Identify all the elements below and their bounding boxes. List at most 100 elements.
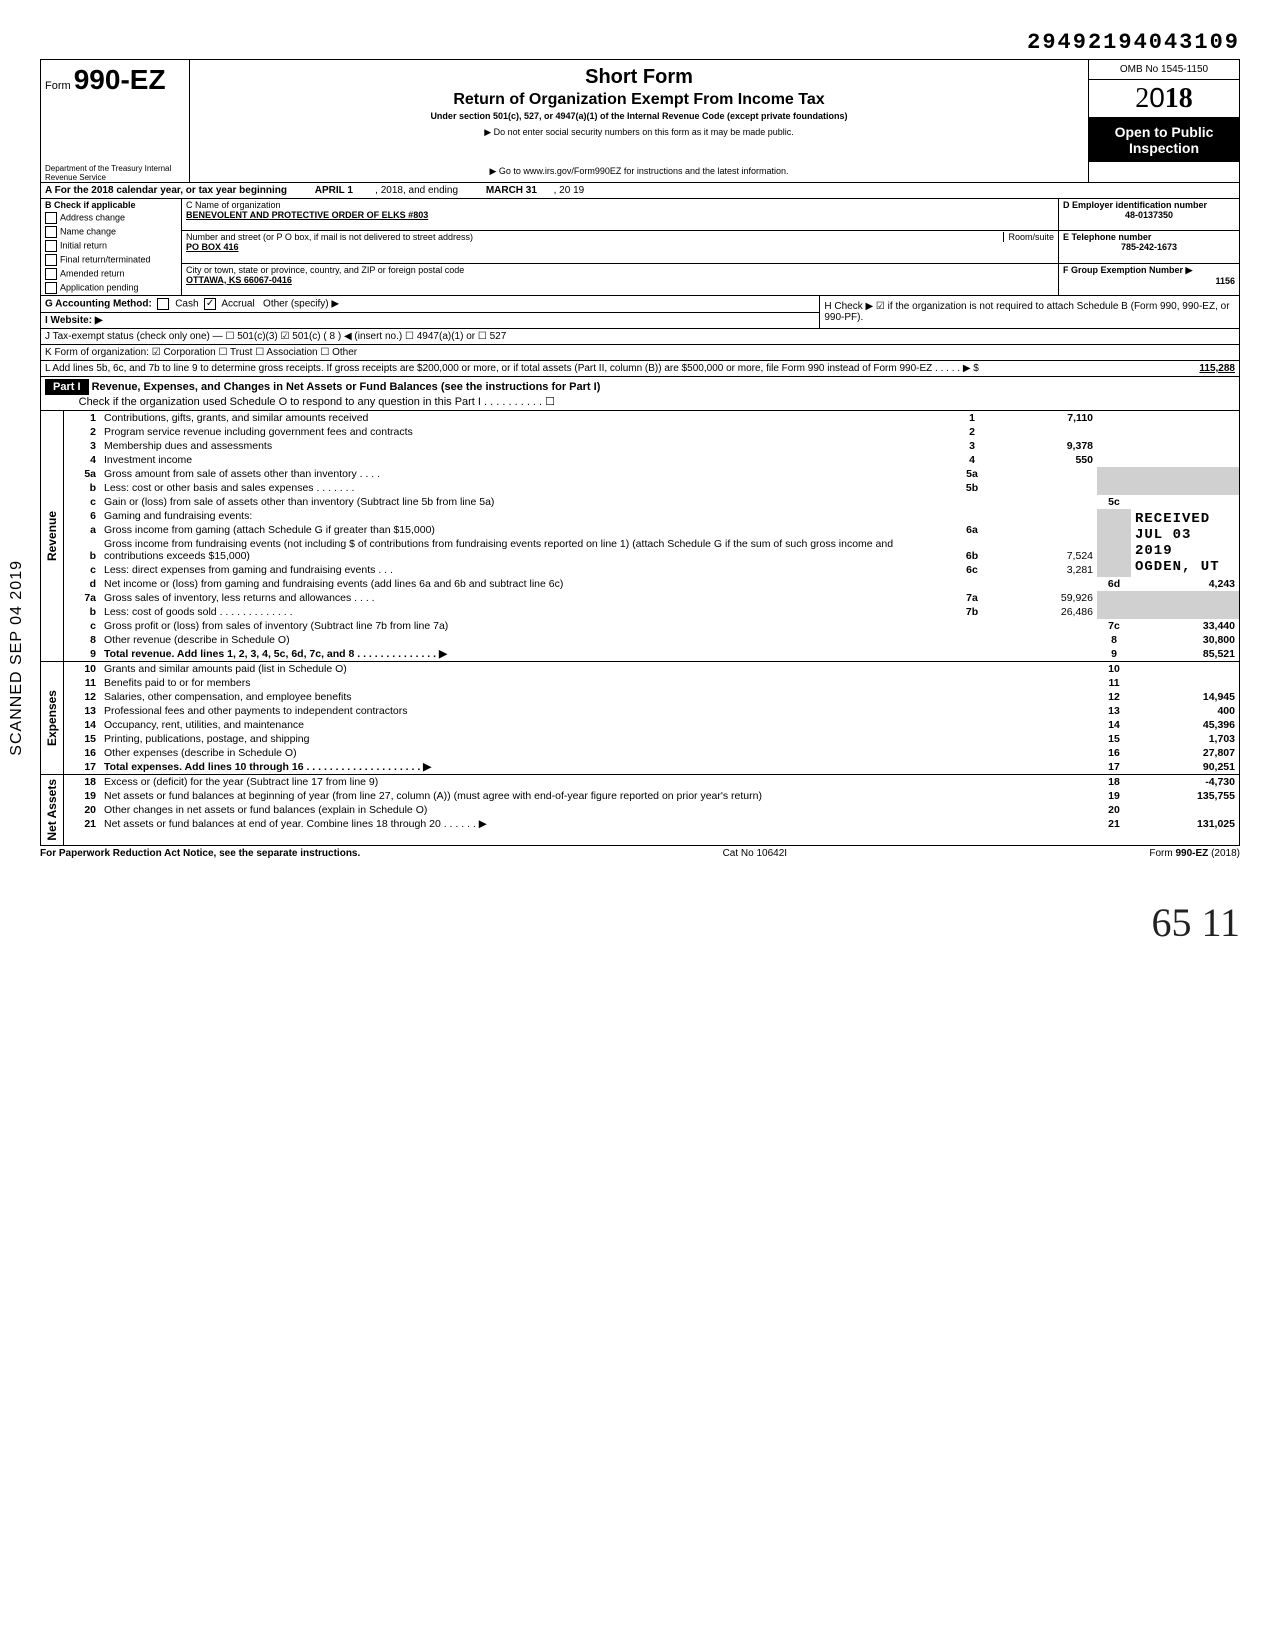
title-box: Short Form Return of Organization Exempt… (190, 60, 1089, 162)
org-addr: PO BOX 416 (186, 242, 239, 252)
line-21: Net assets or fund balances at end of ye… (100, 817, 1097, 831)
val-2 (989, 425, 1097, 439)
val-7b: 26,486 (989, 605, 1097, 619)
form-note1: ▶ Do not enter social security numbers o… (196, 127, 1082, 138)
city-label: City or town, state or province, country… (186, 265, 464, 275)
footer-left: For Paperwork Reduction Act Notice, see … (40, 848, 360, 859)
revenue-section: Revenue 1Contributions, gifts, grants, a… (40, 411, 1240, 662)
check-cash[interactable] (157, 298, 169, 310)
line-2: Program service revenue including govern… (100, 425, 955, 439)
received-city: OGDEN, UT (1135, 559, 1235, 575)
form-number: 990-EZ (74, 64, 166, 95)
line-10: Grants and similar amounts paid (list in… (100, 662, 1097, 676)
val-5b (989, 481, 1097, 495)
h-schedule-b: H Check ▶ ☑ if the organization is not r… (820, 296, 1240, 329)
form-header: Form 990-EZ Short Form Return of Organiz… (40, 59, 1240, 162)
label-amended: Amended return (60, 268, 125, 278)
f-label: F Group Exemption Number ▶ (1063, 265, 1192, 275)
val-15: 1,703 (1131, 732, 1239, 746)
val-21: 131,025 (1131, 817, 1239, 831)
i-website: I Website: ▶ (45, 315, 103, 326)
l-value: 115,288 (1199, 363, 1235, 374)
val-19: 135,755 (1131, 789, 1239, 803)
val-13: 400 (1131, 704, 1239, 718)
scanned-stamp: SCANNED SEP 04 2019 (8, 560, 26, 756)
period-begin: APRIL 1 (315, 185, 353, 196)
line-7b: Less: cost of goods sold (104, 606, 217, 618)
netassets-label: Net Assets (45, 775, 59, 845)
val-5c (1131, 495, 1239, 509)
val-5a (989, 467, 1097, 481)
label-address: Address change (60, 212, 125, 222)
check-accrual[interactable]: ✓ (204, 298, 216, 310)
line-20: Other changes in net assets or fund bala… (100, 803, 1097, 817)
form-prefix: Form (45, 80, 71, 92)
line-8: Other revenue (describe in Schedule O) (100, 633, 1097, 647)
val-4: 550 (989, 453, 1097, 467)
val-6c: 3,281 (989, 563, 1097, 577)
dept-row: Department of the Treasury Internal Reve… (40, 162, 1240, 183)
part1-title: Revenue, Expenses, and Changes in Net As… (92, 381, 601, 393)
label-accrual: Accrual (221, 299, 254, 310)
org-name: BENEVOLENT AND PROTECTIVE ORDER OF ELKS … (186, 210, 428, 220)
val-8: 30,800 (1131, 633, 1239, 647)
line-6: Gaming and fundraising events: (100, 509, 1097, 523)
expenses-section: Expenses 10Grants and similar amounts pa… (40, 662, 1240, 775)
footer-mid: Cat No 10642I (723, 848, 788, 859)
period-mid: , 2018, and ending (375, 185, 458, 196)
check-final[interactable] (45, 254, 57, 266)
part1-check: Check if the organization used Schedule … (79, 396, 555, 408)
check-name[interactable] (45, 226, 57, 238)
page-footer: For Paperwork Reduction Act Notice, see … (40, 848, 1240, 859)
val-3: 9,378 (989, 439, 1097, 453)
addr-label: Number and street (or P O box, if mail i… (186, 232, 473, 242)
check-pending[interactable] (45, 282, 57, 294)
val-7c: 33,440 (1131, 619, 1239, 633)
g-label: G Accounting Method: (45, 299, 152, 310)
line-14: Occupancy, rent, utilities, and maintena… (100, 718, 1097, 732)
line-5b: Less: cost or other basis and sales expe… (104, 482, 314, 494)
line-16: Other expenses (describe in Schedule O) (100, 746, 1097, 760)
label-initial: Initial return (60, 240, 107, 250)
line-7a: Gross sales of inventory, less returns a… (104, 592, 351, 604)
line-1: Contributions, gifts, grants, and simila… (100, 411, 955, 425)
e-label: E Telephone number (1063, 232, 1151, 242)
right-header: OMB No 1545-1150 2018 Open to Public Ins… (1089, 60, 1239, 162)
d-label: D Employer identification number (1063, 200, 1207, 210)
org-city: OTTAWA, KS 66067-0416 (186, 275, 292, 285)
form-number-box: Form 990-EZ (41, 60, 190, 162)
val-17: 90,251 (1131, 760, 1239, 774)
k-form-org: K Form of organization: ☑ Corporation ☐ … (41, 345, 1240, 361)
line-9: Total revenue. Add lines 1, 2, 3, 4, 5c,… (104, 648, 447, 660)
info-grid: B Check if applicable Address change Nam… (40, 199, 1240, 296)
page-stamp: 29492194043109 (40, 30, 1240, 55)
label-final: Final return/terminated (60, 254, 151, 264)
line-6d: Net income or (loss) from gaming and fun… (100, 577, 1097, 591)
room-label: Room/suite (1003, 232, 1054, 242)
c-label: C Name of organization (186, 200, 281, 210)
line-5a: Gross amount from sale of assets other t… (104, 468, 357, 480)
val-6b: 7,524 (989, 537, 1097, 563)
check-initial[interactable] (45, 240, 57, 252)
form-subtitle: Under section 501(c), 527, or 4947(a)(1)… (196, 111, 1082, 121)
label-cash: Cash (175, 299, 198, 310)
val-9: 85,521 (1131, 647, 1239, 661)
line-6c: Less: direct expenses from gaming and fu… (104, 564, 375, 576)
l-gross-receipts: L Add lines 5b, 6c, and 7b to line 9 to … (45, 363, 979, 374)
line-7c: Gross profit or (loss) from sales of inv… (100, 619, 1097, 633)
section-c-org: C Name of organization BENEVOLENT AND PR… (182, 199, 1059, 295)
label-other: Other (specify) ▶ (263, 299, 339, 310)
group-exemption: 1156 (1063, 276, 1235, 286)
check-amended[interactable] (45, 268, 57, 280)
val-14: 45,396 (1131, 718, 1239, 732)
label-pending: Application pending (60, 282, 139, 292)
short-form: Short Form (196, 66, 1082, 89)
line-6b: Gross income from fundraising events (no… (104, 538, 893, 562)
b-label: B Check if applicable (45, 200, 136, 210)
val-6d: 4,243 (1131, 577, 1239, 591)
line-3: Membership dues and assessments (100, 439, 955, 453)
ein: 48-0137350 (1063, 210, 1235, 220)
check-address[interactable] (45, 212, 57, 224)
line-12: Salaries, other compensation, and employ… (100, 690, 1097, 704)
j-tax-exempt: J Tax-exempt status (check only one) — ☐… (41, 329, 1240, 345)
